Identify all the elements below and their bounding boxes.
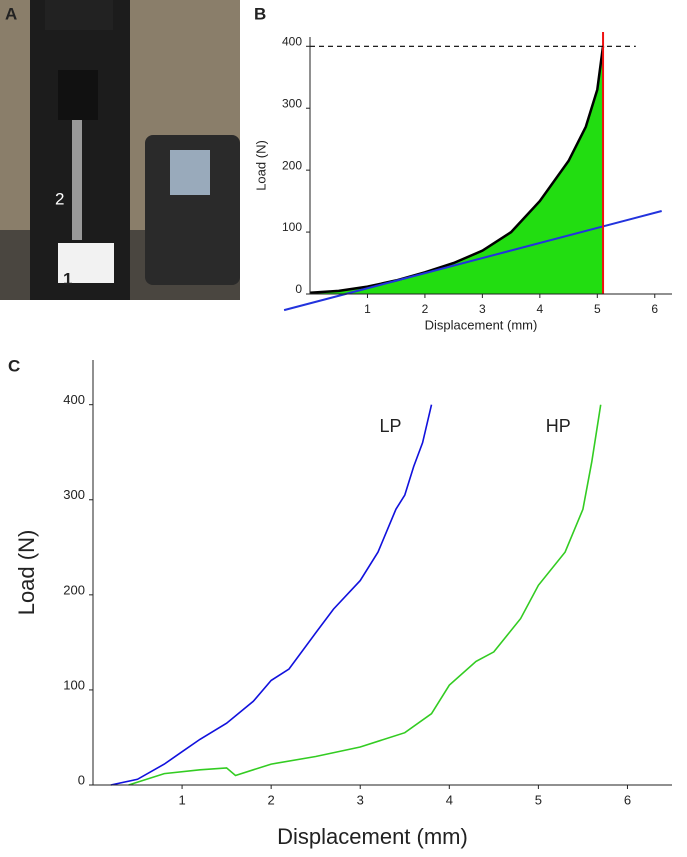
x-tick-label: 3 — [357, 792, 364, 807]
photo-rod — [72, 120, 82, 240]
y-axis-title: Load (N) — [14, 530, 39, 616]
y-tick-label: 300 — [63, 487, 85, 502]
y-tick-label: 100 — [282, 220, 302, 234]
x-tick-label: 4 — [446, 792, 453, 807]
area — [310, 46, 603, 294]
series-line — [283, 210, 662, 312]
series-label: LP — [379, 416, 401, 436]
photo: A 2 1 — [0, 0, 240, 300]
x-tick-label: 4 — [536, 302, 543, 316]
photo-grip — [58, 70, 98, 120]
photo-block — [58, 243, 114, 283]
x-axis-title: Displacement (mm) — [277, 824, 468, 849]
series-line — [128, 404, 602, 786]
panel-label: C — [8, 356, 20, 375]
x-tick-label: 6 — [624, 792, 631, 807]
photo-label: 2 — [55, 189, 64, 208]
panel-label: A — [5, 4, 17, 23]
photo-screen — [170, 150, 210, 195]
x-tick-label: 2 — [268, 792, 275, 807]
series-line — [309, 46, 605, 295]
photo-label: 1 — [63, 269, 72, 288]
y-tick-label: 0 — [78, 772, 85, 787]
y-tick-label: 400 — [63, 392, 85, 407]
x-tick-label: 2 — [422, 302, 429, 316]
panel-label: B — [254, 4, 266, 23]
series-line — [110, 404, 433, 786]
y-tick-label: 0 — [295, 282, 302, 296]
y-tick-label: 200 — [63, 582, 85, 597]
x-axis-title: Displacement (mm) — [425, 317, 538, 332]
y-axis-title: Load (N) — [253, 140, 268, 191]
series-label: HP — [546, 416, 571, 436]
x-tick-label: 1 — [178, 792, 185, 807]
x-tick-label: 1 — [364, 302, 371, 316]
y-tick-label: 400 — [282, 34, 302, 48]
x-tick-label: 5 — [535, 792, 542, 807]
y-tick-label: 100 — [63, 677, 85, 692]
photo-crosshead — [45, 0, 113, 30]
photo-controller — [145, 135, 240, 285]
y-tick-label: 200 — [282, 158, 302, 172]
x-tick-label: 5 — [594, 302, 601, 316]
y-tick-label: 300 — [282, 96, 302, 110]
x-tick-label: 6 — [651, 302, 658, 316]
x-tick-label: 3 — [479, 302, 486, 316]
